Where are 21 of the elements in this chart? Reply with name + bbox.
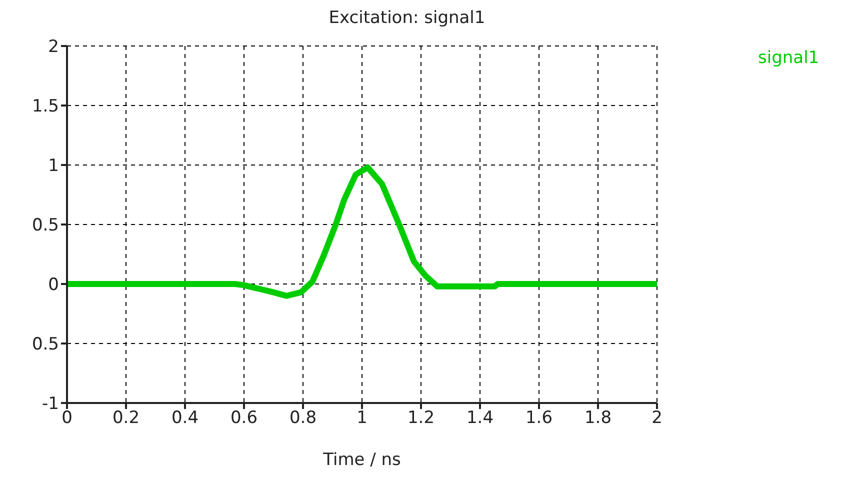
x-tick-label: 0 — [62, 408, 72, 428]
x-tick-label: 0.8 — [289, 408, 317, 428]
y-tick-label: 1.5 — [32, 96, 59, 117]
y-tick-label: 0.5 — [32, 216, 59, 236]
x-tick-label: 0.6 — [230, 408, 258, 428]
y-tick-label: -1 — [42, 394, 59, 414]
x-tick-label: 1.2 — [407, 408, 435, 428]
x-tick-label: 1.8 — [584, 408, 612, 428]
y-tick-label: 2 — [48, 37, 59, 58]
y-tick-label: 0.5 — [32, 334, 59, 355]
x-tick-label: 1 — [356, 408, 368, 428]
x-tick-label: 0.2 — [112, 408, 140, 428]
x-tick-label: 1.6 — [525, 408, 553, 428]
chart-title: Excitation: signal1 — [328, 8, 486, 28]
x-tick-label: 2 — [652, 408, 662, 428]
x-tick-label: 0.4 — [171, 408, 199, 428]
y-tick-label: 1 — [48, 156, 59, 176]
text: signal1 — [758, 48, 820, 68]
x-tick-label: 1.4 — [466, 408, 494, 428]
y-tick-label: 0 — [48, 275, 59, 296]
x-axis-title: Time / ns — [322, 450, 402, 470]
